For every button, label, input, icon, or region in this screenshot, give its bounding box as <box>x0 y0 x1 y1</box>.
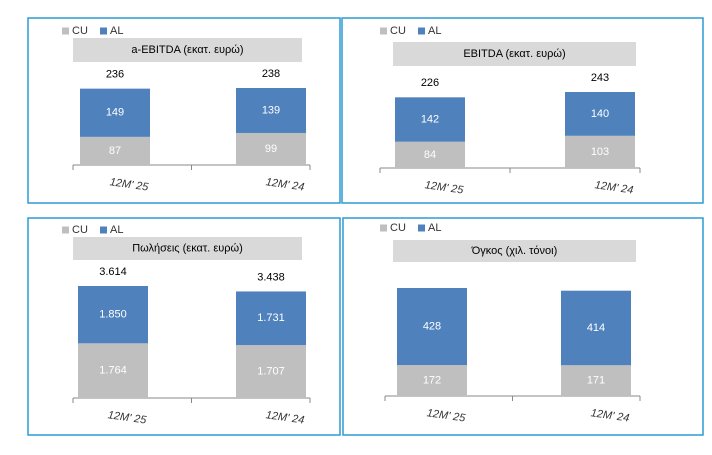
title-box <box>393 42 636 66</box>
value-label: 103 <box>591 146 609 158</box>
legend-swatch <box>62 226 69 234</box>
x-tick-label: 12M' 25 <box>109 176 150 193</box>
bar-segment <box>80 88 150 137</box>
x-tick-label: 12M' 25 <box>107 409 148 426</box>
x-tick-label: 12M' 24 <box>265 409 305 426</box>
value-label: 1.707 <box>257 365 285 377</box>
legend-label: CU <box>390 25 406 37</box>
bar-segment <box>397 365 467 396</box>
x-tick-label: 12M' 24 <box>265 176 305 193</box>
panel-border <box>342 217 704 436</box>
value-label: 1.850 <box>99 309 127 321</box>
legend-swatch <box>418 224 425 232</box>
x-tick-label: 12M' 24 <box>590 407 630 424</box>
legend-swatch <box>418 27 425 35</box>
legend-swatch <box>100 27 107 35</box>
total-label: 3.438 <box>257 271 285 283</box>
value-label: 1.731 <box>257 312 285 324</box>
panel-border <box>27 217 341 436</box>
value-label: 84 <box>424 149 436 161</box>
bar-segment <box>236 291 306 346</box>
legend-label: AL <box>110 25 123 37</box>
legend-label: AL <box>428 222 441 234</box>
bar-segment <box>561 365 631 396</box>
legend-label: CU <box>390 222 406 234</box>
legend-swatch <box>380 27 387 35</box>
legend-label: CU <box>72 25 88 37</box>
total-label: 236 <box>106 69 124 81</box>
x-tick-label: 12M' 25 <box>424 179 465 196</box>
legend-swatch <box>100 226 107 234</box>
bar-segment <box>561 290 631 366</box>
value-label: 87 <box>109 145 121 157</box>
bar-segment <box>565 135 635 168</box>
title-box <box>73 237 302 260</box>
value-label: 149 <box>106 107 124 119</box>
chart-title: EBITDA (εκατ. ευρώ) <box>463 48 565 60</box>
value-label: 414 <box>587 322 605 334</box>
bar-segment <box>395 141 465 168</box>
bar-segment <box>236 345 306 398</box>
legend-label: AL <box>110 224 123 236</box>
total-label: 238 <box>262 68 280 80</box>
value-label: 142 <box>421 113 439 125</box>
title-box <box>73 38 302 62</box>
x-tick-label: 12M' 25 <box>426 407 467 424</box>
chart-title: Όγκος (χιλ. τόνοι) <box>471 245 558 257</box>
legend-swatch <box>62 27 69 35</box>
bar-segment <box>236 132 306 165</box>
x-tick-label: 12M' 24 <box>594 179 634 196</box>
value-label: 428 <box>423 320 441 332</box>
value-label: 1.764 <box>99 365 127 377</box>
panel-border <box>27 17 341 204</box>
value-label: 99 <box>265 143 277 155</box>
legend-swatch <box>380 224 387 232</box>
value-label: 172 <box>423 374 441 386</box>
panel-border <box>341 17 704 204</box>
legend-label: CU <box>72 224 88 236</box>
total-label: 3.614 <box>99 266 127 278</box>
bar-segment <box>397 288 467 366</box>
bar-segment <box>78 343 148 398</box>
value-label: 139 <box>262 104 280 116</box>
bar-segment <box>565 92 635 136</box>
bar-segment <box>78 286 148 344</box>
bar-segment <box>80 136 150 165</box>
total-label: 226 <box>421 77 439 89</box>
chart-title: Πωλήσεις (εκατ. ευρώ) <box>132 242 243 254</box>
value-label: 140 <box>591 108 609 120</box>
legend-label: AL <box>428 25 441 37</box>
bar-segment <box>395 97 465 142</box>
bar-segment <box>236 88 306 133</box>
chart-title: a-EBITDA (εκατ. ευρώ) <box>131 44 243 56</box>
total-label: 243 <box>591 72 609 84</box>
title-box <box>393 240 636 262</box>
value-label: 171 <box>587 375 605 387</box>
